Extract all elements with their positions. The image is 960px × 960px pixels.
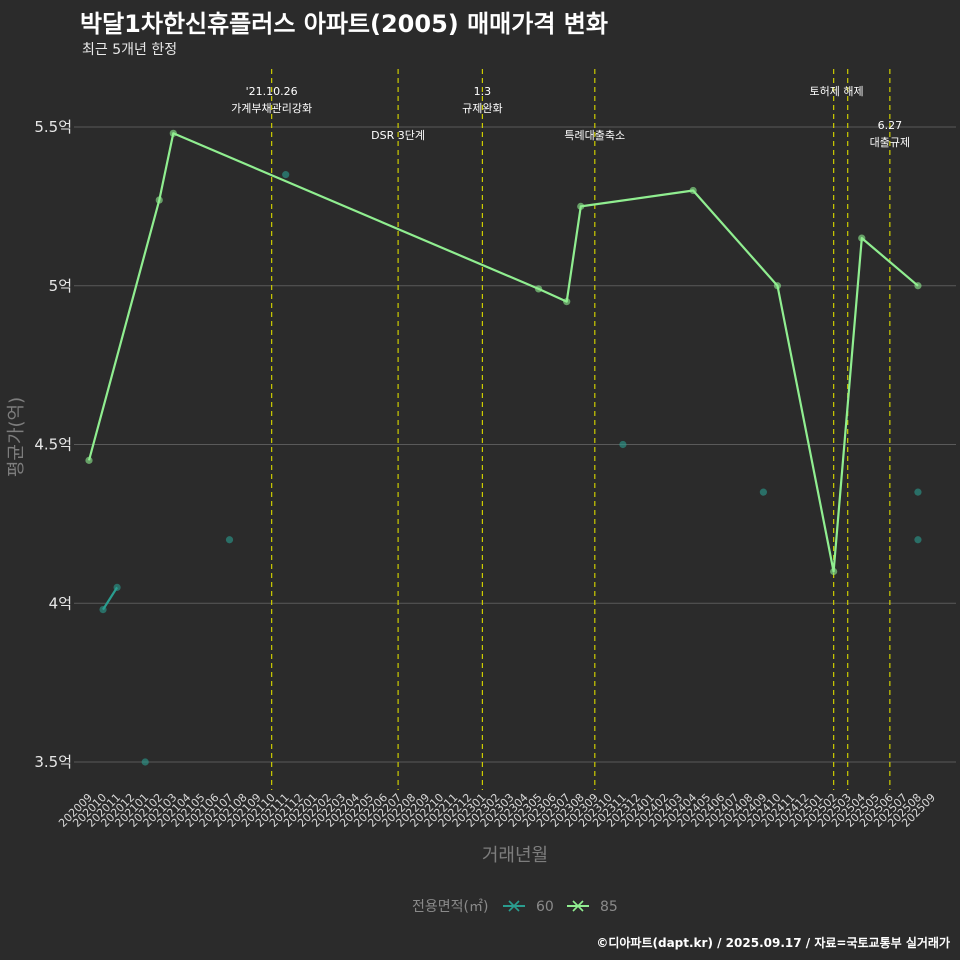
data-point — [914, 488, 922, 496]
y-tick-label: 3.5억 — [34, 753, 72, 771]
x-axis-title: 거래년월 — [482, 845, 548, 866]
data-point — [577, 202, 585, 210]
data-point — [85, 456, 93, 464]
data-point — [858, 234, 866, 242]
legend-item-85: 85 — [567, 899, 618, 915]
data-point — [773, 282, 782, 290]
y-tick-label: 4.5억 — [34, 436, 72, 454]
x-tick-labels: 2020092020102020112020122021012021022021… — [56, 791, 938, 830]
data-point — [563, 298, 571, 306]
series-layer — [85, 129, 922, 766]
legend-marker — [572, 900, 584, 912]
data-point — [113, 583, 121, 591]
data-point — [282, 171, 290, 179]
series-line — [87, 132, 919, 573]
chart-title: 박달1차한신휴플러스 아파트(2005) 매매가격 변화 — [80, 10, 608, 38]
legend-marker — [508, 900, 520, 912]
y-axis-title: 평균가(억) — [6, 397, 27, 477]
data-point — [225, 536, 234, 544]
y-tick-labels: 3.5억 4억 4.5억 5억 5.5억 — [34, 118, 72, 771]
policy-annotation: 규제완화 — [462, 102, 502, 115]
data-point — [169, 129, 177, 137]
legend-items: 60 85 — [503, 899, 618, 915]
y-tick-label: 5.5억 — [34, 118, 72, 136]
data-point — [914, 282, 922, 290]
chart-subtitle: 최근 5개년 한정 — [82, 42, 178, 58]
policy-annotation: 가계부채관리강화 — [231, 102, 312, 115]
data-point — [155, 196, 163, 204]
data-point — [619, 440, 627, 449]
series-60 — [99, 171, 922, 766]
policy-annotation: '21.10.26 — [246, 85, 298, 98]
data-point — [759, 488, 768, 496]
grid-layer — [74, 126, 956, 763]
legend-item-60: 60 — [503, 899, 554, 915]
data-point — [830, 567, 838, 576]
data-point — [914, 536, 922, 544]
series-85 — [85, 129, 922, 576]
data-point — [141, 758, 149, 766]
legend-title: 전용면적(㎡) — [412, 899, 488, 915]
data-point — [689, 186, 697, 195]
policy-lines — [271, 69, 891, 790]
legend: 전용면적(㎡) 60 85 — [412, 899, 618, 915]
y-tick-label: 4억 — [49, 594, 72, 612]
policy-annotation: 6.27 — [878, 119, 903, 132]
policy-annotation: 특례대출축소 — [564, 129, 625, 142]
source-caption: ©디아파트(dapt.kr) / 2025.09.17 / 자료=국토교통부 실… — [596, 936, 950, 950]
policy-annotation: DSR 3단계 — [371, 129, 425, 142]
y-tick-label: 5억 — [49, 277, 72, 295]
data-point — [99, 606, 107, 614]
legend-label: 60 — [536, 899, 554, 915]
series-line — [102, 586, 119, 611]
data-point — [535, 285, 543, 293]
policy-annotation: 1.3 — [474, 85, 492, 98]
policy-annotation: 토허제 해제 — [810, 84, 864, 98]
legend-label: 85 — [600, 899, 618, 915]
policy-annotation: 대출규제 — [870, 136, 910, 149]
